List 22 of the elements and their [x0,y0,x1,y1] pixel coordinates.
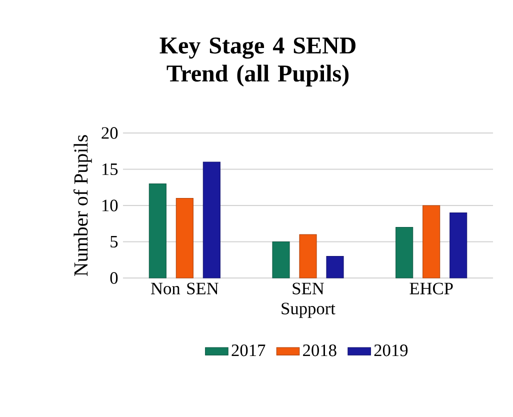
y-tick-label: 15 [102,163,118,176]
y-tick-label: 20 [102,127,118,139]
chart-title: Key Stage 4 SEND Trend (all Pupils) [160,37,356,86]
bar [299,234,317,278]
bar [326,256,344,278]
y-tick-label: 0 [110,272,118,284]
bar [422,205,440,278]
y-tick-label: 5 [110,236,118,248]
legend-label: 2017 [232,344,266,356]
legend-label: 2018 [303,344,336,356]
bar [202,162,220,278]
bar [272,241,290,278]
x-tick-label: EHCP [410,282,453,294]
bar [176,198,194,278]
x-tick-label: Non SEN [150,282,218,294]
x-tick-label: SEN Support [282,282,336,318]
y-axis-title: Number of Pupils [73,135,92,276]
bar [148,183,166,278]
bar [396,226,414,278]
y-tick-label: 10 [102,200,118,212]
bar [450,212,468,278]
legend-label: 2019 [374,344,408,356]
